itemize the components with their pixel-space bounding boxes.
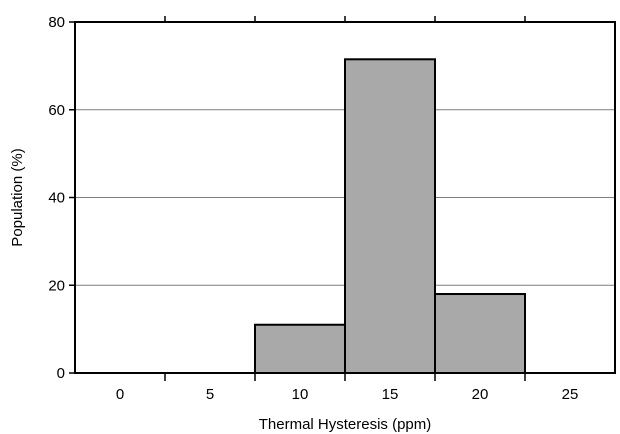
x-ticks: 0 5 10 15 20 25: [116, 16, 579, 403]
y-tick-label: 80: [48, 14, 65, 31]
x-tick-label: 15: [382, 386, 399, 403]
x-axis-title: Thermal Hysteresis (ppm): [259, 416, 432, 433]
y-tick-label: 0: [57, 365, 65, 382]
bar-10: [254, 323, 346, 374]
y-tick-label: 60: [48, 102, 65, 119]
y-ticks: 0 20 40 60 80: [48, 14, 75, 382]
x-tick-label: 25: [562, 386, 579, 403]
y-axis-title: Population (%): [9, 148, 26, 246]
x-tick-label: 10: [292, 386, 309, 403]
y-tick-label: 20: [48, 277, 65, 294]
bars: [254, 58, 526, 374]
bar-15: [344, 58, 436, 374]
x-tick-label: 0: [116, 386, 124, 403]
y-tick-label: 40: [48, 190, 65, 207]
x-tick-label: 20: [472, 386, 489, 403]
x-tick-label: 5: [206, 386, 214, 403]
bar-20: [434, 293, 526, 374]
